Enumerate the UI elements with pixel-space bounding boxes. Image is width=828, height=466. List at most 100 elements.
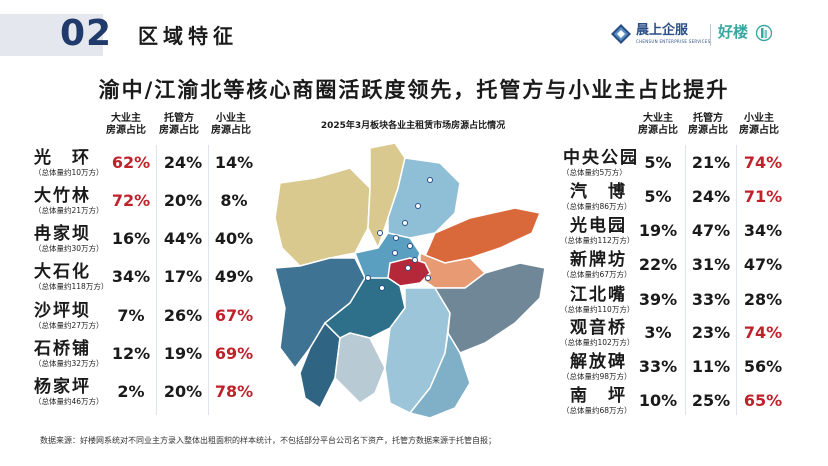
district-volume: （总体量约68万方） bbox=[562, 406, 632, 415]
map-region-blue-south bbox=[408, 330, 471, 419]
map-pin-icon bbox=[379, 285, 385, 291]
big-owner-pct: 62% bbox=[111, 153, 151, 172]
chensun-logo-name: 晨上企服 bbox=[636, 23, 689, 38]
district-map bbox=[274, 142, 546, 419]
district-volume: （总体量约21万方） bbox=[34, 206, 104, 215]
district-row: 新牌坊 （总体量约67万方） 22% 31% 47% bbox=[560, 250, 828, 284]
big-owner-pct: 34% bbox=[111, 267, 151, 286]
right-col-divider bbox=[685, 145, 686, 415]
district-name: 光 环 bbox=[34, 148, 91, 168]
map-region-gray-southwest bbox=[334, 332, 386, 404]
map-pin-icon bbox=[412, 257, 418, 263]
big-owner-pct: 12% bbox=[111, 344, 151, 363]
haolou-building-icon bbox=[756, 24, 772, 42]
district-row: 解放碑 （总体量约98万方） 33% 11% 56% bbox=[560, 352, 828, 386]
map-pin-icon bbox=[392, 250, 398, 256]
map-pin-icon bbox=[407, 243, 413, 249]
map-pin-icon bbox=[393, 235, 399, 241]
small-owner-pct: 74% bbox=[743, 153, 783, 172]
agent-pct: 25% bbox=[691, 391, 731, 410]
right-col-header-agent: 托管方 房源占比 bbox=[688, 113, 728, 136]
district-volume: （总体量约30万方） bbox=[34, 244, 104, 253]
district-volume: （总体量约118万方） bbox=[34, 282, 109, 291]
map-pin-icon bbox=[365, 275, 371, 281]
big-owner-pct: 2% bbox=[117, 382, 145, 401]
district-name: 光电园 bbox=[570, 216, 627, 236]
map-pin-icon bbox=[415, 203, 421, 209]
small-owner-pct: 65% bbox=[743, 391, 783, 410]
small-owner-pct: 56% bbox=[743, 357, 783, 376]
district-row: 大竹林 （总体量约21万方） 72% 20% 8% bbox=[0, 186, 260, 220]
agent-pct: 33% bbox=[691, 290, 731, 309]
right-col-header-small: 小业主 房源占比 bbox=[739, 113, 779, 136]
agent-pct: 20% bbox=[163, 191, 203, 210]
district-row: 杨家坪 （总体量约46万方） 2% 20% 78% bbox=[0, 377, 260, 411]
big-owner-pct: 19% bbox=[638, 221, 678, 240]
map-region-gray-east bbox=[433, 262, 546, 354]
district-volume: （总体量约67万方） bbox=[562, 270, 632, 279]
small-owner-pct: 74% bbox=[743, 323, 783, 342]
agent-pct: 24% bbox=[163, 153, 203, 172]
agent-pct: 11% bbox=[691, 357, 731, 376]
small-owner-pct: 47% bbox=[743, 255, 783, 274]
big-owner-pct: 72% bbox=[111, 191, 151, 210]
left-col-header-small: 小业主 房源占比 bbox=[211, 113, 251, 136]
district-volume: （总体量约32万方） bbox=[34, 359, 104, 368]
section-number: 02 bbox=[60, 13, 113, 54]
right-col-divider bbox=[736, 145, 737, 415]
district-volume: （总体量约27万方） bbox=[34, 321, 104, 330]
agent-pct: 20% bbox=[163, 382, 203, 401]
source-note: 数据来源：好楼网系统对不同业主方录入整体出租面积的样本统计，不包括部分平台公司名… bbox=[40, 436, 496, 445]
district-name: 解放碑 bbox=[570, 352, 627, 372]
big-owner-pct: 39% bbox=[638, 290, 678, 309]
big-owner-pct: 22% bbox=[638, 255, 678, 274]
big-owner-pct: 5% bbox=[644, 153, 672, 172]
small-owner-pct: 69% bbox=[214, 344, 254, 363]
agent-pct: 44% bbox=[163, 229, 203, 248]
district-volume: （总体量约112万方） bbox=[560, 236, 635, 245]
big-owner-pct: 33% bbox=[638, 357, 678, 376]
district-name: 南 坪 bbox=[570, 386, 627, 406]
agent-pct: 24% bbox=[691, 187, 731, 206]
section-number-box bbox=[0, 14, 103, 56]
district-volume: （总体量约46万方） bbox=[34, 397, 104, 406]
right-col-header-big: 大业主 房源占比 bbox=[638, 113, 678, 136]
left-col-header-agent: 托管方 房源占比 bbox=[159, 113, 199, 136]
map-title: 2025年3月板块各业主租赁市场房源占比情况 bbox=[320, 121, 506, 131]
haolou-logo-name: 好楼 bbox=[718, 23, 749, 41]
big-owner-pct: 10% bbox=[638, 391, 678, 410]
big-owner-pct: 16% bbox=[111, 229, 151, 248]
left-col-header-big: 大业主 房源占比 bbox=[106, 113, 146, 136]
district-name: 石桥铺 bbox=[34, 339, 91, 359]
district-volume: （总体量约5万方） bbox=[562, 168, 627, 177]
small-owner-pct: 14% bbox=[214, 153, 254, 172]
district-volume: （总体量约86万方） bbox=[562, 202, 632, 211]
agent-pct: 23% bbox=[691, 323, 731, 342]
district-volume: （总体量约10万方） bbox=[34, 168, 104, 177]
logo-divider bbox=[710, 24, 711, 46]
district-name: 杨家坪 bbox=[34, 377, 91, 397]
small-owner-pct: 34% bbox=[743, 221, 783, 240]
small-owner-pct: 67% bbox=[214, 306, 254, 325]
map-region-lightblue-north bbox=[387, 157, 461, 239]
district-row: 观音桥 （总体量约102万方） 3% 23% 74% bbox=[560, 318, 828, 352]
district-name: 冉家坝 bbox=[34, 224, 91, 244]
big-owner-pct: 3% bbox=[644, 323, 672, 342]
big-owner-pct: 5% bbox=[644, 187, 672, 206]
chensun-logo-subtitle: CHENSUN ENTERPRISE SERVICES bbox=[636, 39, 711, 44]
district-row: 光 环 （总体量约10万方） 62% 24% 14% bbox=[0, 148, 260, 182]
district-row: 沙坪坝 （总体量约27万方） 7% 26% 67% bbox=[0, 301, 260, 335]
page-headline: 渝中/江渝北等核心商圈活跃度领先，托管方与小业主占比提升 bbox=[98, 78, 730, 102]
district-name: 中央公园 bbox=[563, 148, 639, 168]
map-pin-icon bbox=[377, 230, 383, 236]
small-owner-pct: 71% bbox=[743, 187, 783, 206]
small-owner-pct: 8% bbox=[220, 191, 248, 210]
map-pin-icon bbox=[405, 265, 411, 271]
district-volume: （总体量约98万方） bbox=[562, 372, 632, 381]
map-region-khaki bbox=[274, 167, 371, 267]
district-volume: （总体量约110万方） bbox=[560, 305, 635, 314]
district-row: 汽 博 （总体量约86万方） 5% 24% 71% bbox=[560, 182, 828, 216]
district-name: 汽 博 bbox=[570, 182, 627, 202]
agent-pct: 21% bbox=[691, 153, 731, 172]
agent-pct: 17% bbox=[163, 267, 203, 286]
